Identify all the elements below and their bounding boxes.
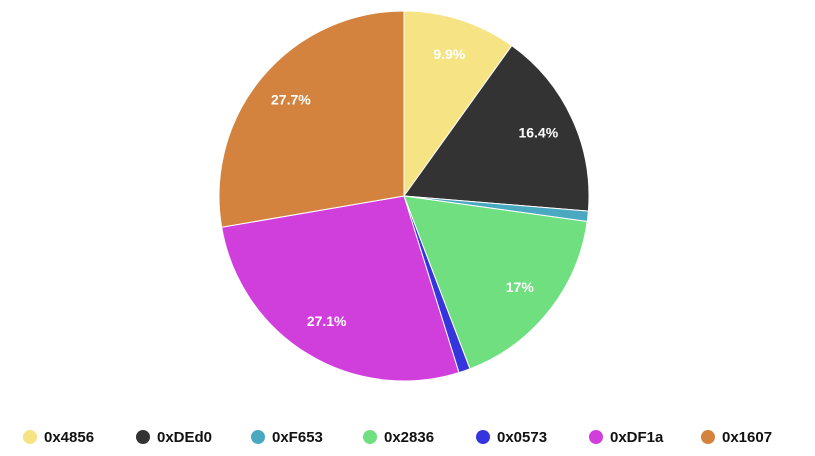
legend-label: 0x0573 xyxy=(497,429,547,446)
pie-slice xyxy=(403,44,590,212)
legend-marker xyxy=(589,430,603,444)
data-label: 9.9% xyxy=(433,46,465,62)
legend-marker xyxy=(251,430,265,444)
data-label: 16.4% xyxy=(518,125,558,141)
legend-label: 0x1607 xyxy=(722,429,772,446)
legend-marker xyxy=(23,430,37,444)
legend-label: 0xF653 xyxy=(272,429,323,446)
legend-marker xyxy=(363,430,377,444)
data-label: 27.7% xyxy=(271,91,311,107)
pie-slice xyxy=(403,10,513,198)
legend-label: 0xDEd0 xyxy=(157,429,212,446)
data-label: 27.1% xyxy=(307,313,347,329)
legend-marker xyxy=(476,430,490,444)
pie-slice xyxy=(403,195,588,370)
legend-marker xyxy=(701,430,715,444)
legend-label: 0x4856 xyxy=(44,429,94,446)
legend-marker xyxy=(136,430,150,444)
pie-slice xyxy=(218,10,405,228)
data-label: 17% xyxy=(506,279,535,295)
legend-label: 0xDF1a xyxy=(610,429,664,446)
legend-label: 0x2836 xyxy=(384,429,434,446)
pie-slice xyxy=(221,195,460,382)
